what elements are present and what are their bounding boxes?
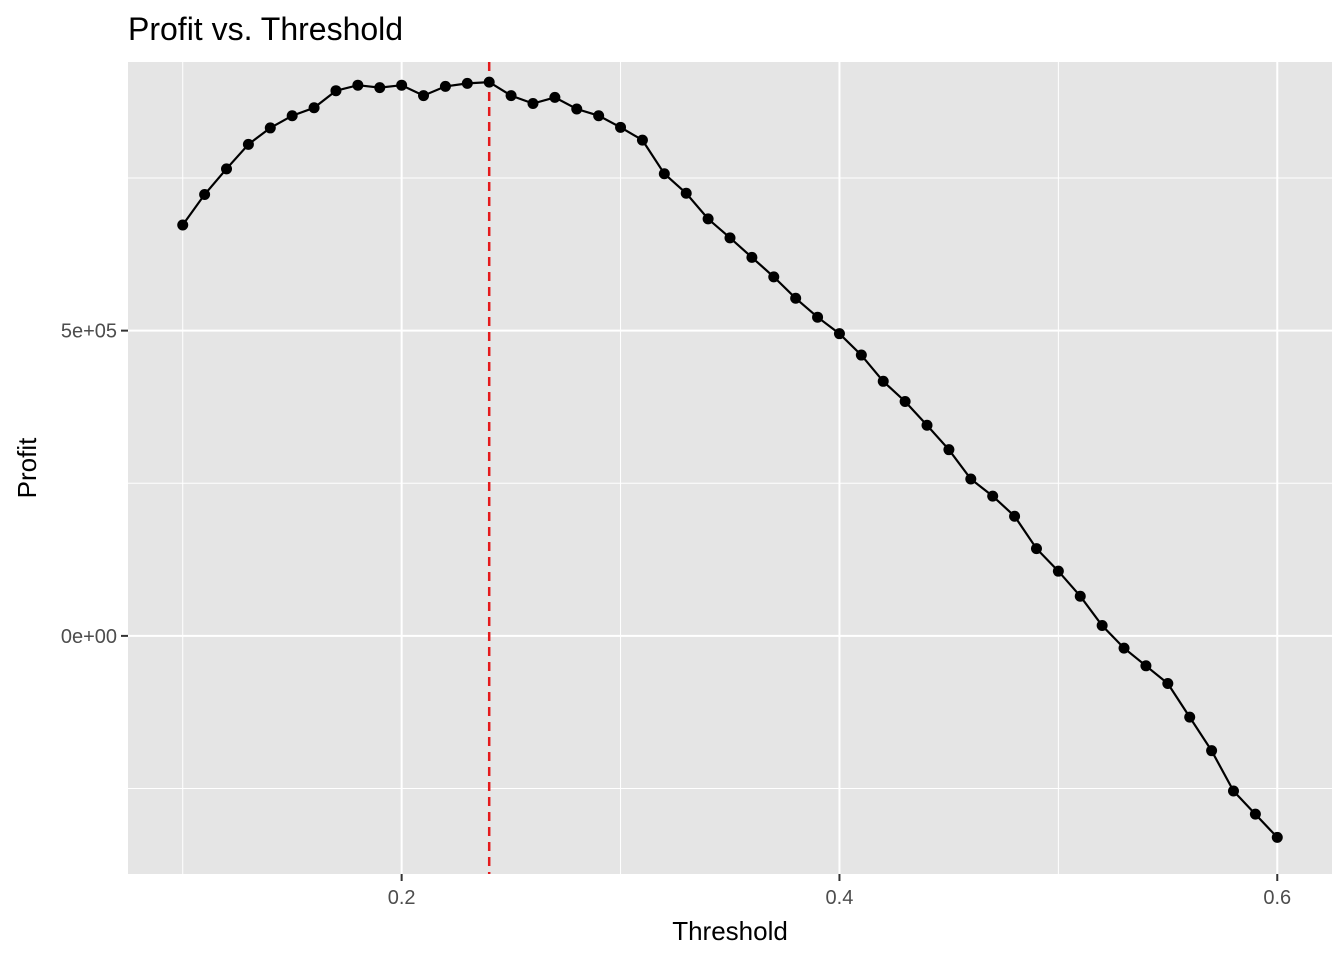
data-point (1162, 678, 1174, 690)
y-axis-title: Profit (12, 437, 42, 498)
data-point (1140, 660, 1152, 672)
data-point (199, 188, 211, 200)
data-point (943, 444, 955, 456)
data-point (855, 349, 867, 361)
data-point (177, 219, 189, 231)
data-point (396, 79, 408, 91)
data-point (1249, 808, 1261, 820)
data-point (899, 395, 911, 407)
data-point (987, 490, 999, 502)
data-point (1096, 620, 1108, 632)
data-point (746, 251, 758, 263)
plot-panel (128, 62, 1332, 874)
data-point (374, 82, 386, 94)
data-point (330, 85, 342, 97)
x-tick-label: 0.4 (826, 887, 854, 909)
data-point (527, 98, 539, 110)
axes: 0.2 0.4 0.6 0e+00 5e+05 (61, 321, 1291, 909)
chart-title: Profit vs. Threshold (128, 11, 403, 47)
y-tick-label: 0e+00 (61, 626, 117, 648)
data-point (418, 90, 430, 102)
y-tick-label: 5e+05 (61, 321, 117, 343)
data-point (221, 163, 233, 175)
data-point (461, 77, 473, 89)
data-point (1227, 785, 1239, 797)
x-tick-label: 0.6 (1263, 887, 1291, 909)
data-point (352, 79, 364, 91)
profit-series (177, 76, 1283, 843)
data-point (505, 90, 517, 102)
data-point (724, 232, 736, 244)
data-point (702, 213, 714, 225)
data-point (439, 80, 451, 92)
data-point (1118, 642, 1130, 654)
data-point (636, 134, 648, 146)
grid-lines (128, 62, 1332, 874)
data-point (877, 375, 889, 387)
data-point (549, 91, 561, 103)
x-axis-title: Threshold (672, 916, 788, 946)
data-point (1271, 831, 1283, 843)
data-point (1074, 590, 1086, 602)
data-point (768, 271, 780, 283)
data-point (242, 138, 254, 150)
data-point (812, 311, 824, 323)
data-point (965, 473, 977, 485)
data-point (1206, 745, 1218, 757)
data-point (264, 122, 276, 134)
data-point (833, 328, 845, 340)
data-point (658, 168, 670, 180)
data-point (1184, 711, 1196, 723)
data-point (593, 110, 605, 122)
data-point (680, 187, 692, 199)
data-point (615, 121, 627, 133)
data-point (571, 103, 583, 115)
x-tick-label: 0.2 (388, 887, 416, 909)
data-point (1009, 510, 1021, 522)
data-point (921, 419, 933, 431)
data-point (1052, 565, 1064, 577)
data-point (1030, 543, 1042, 555)
data-point (308, 102, 320, 114)
data-point (483, 76, 495, 88)
data-point (286, 110, 298, 122)
data-point (790, 292, 802, 304)
